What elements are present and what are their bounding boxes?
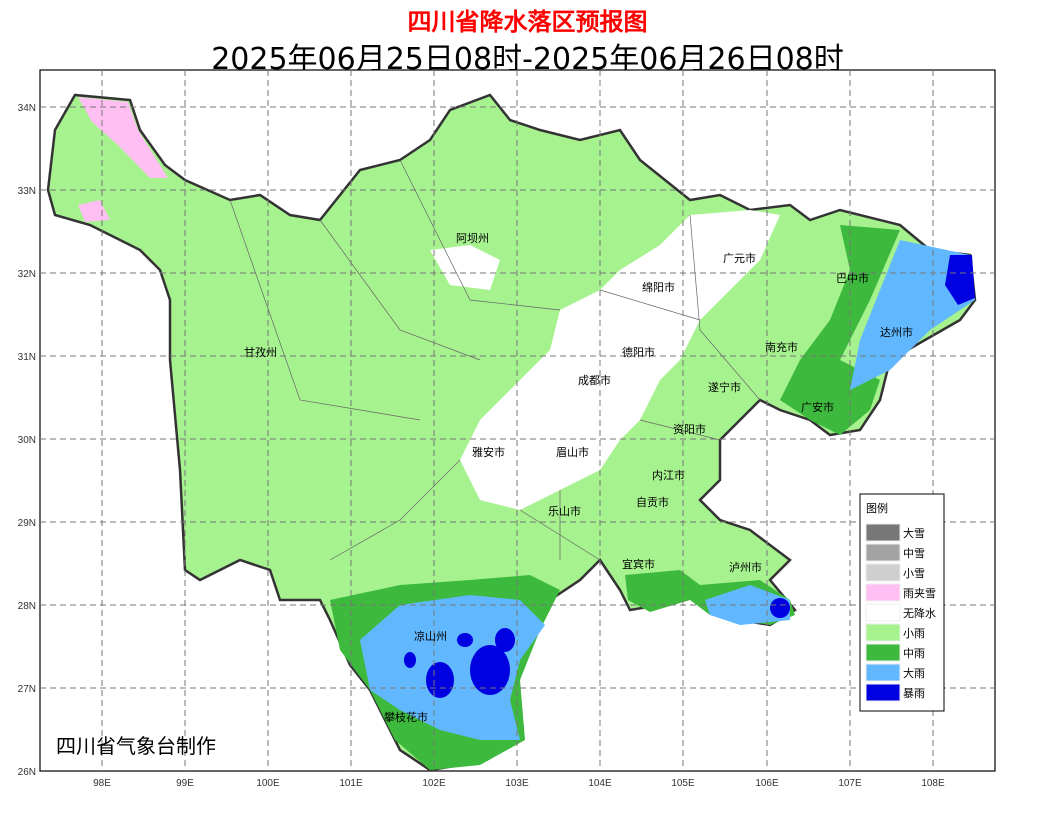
lat-tick-labels: 34N 33N 32N 31N 30N 29N 28N 27N 26N [18,103,36,778]
sleet-area [78,97,168,178]
lat-tick: 33N [18,186,36,197]
sichuan-province [46,93,977,772]
county-borders [229,159,761,561]
city-label: 宜宾市 [622,557,655,571]
city-label: 南充市 [765,340,798,354]
legend-swatch [865,683,901,702]
legend-label: 大雨 [903,666,925,680]
city-label: 乐山市 [548,504,581,518]
heavy-rain-area [850,240,975,390]
no-rain-area [460,210,780,510]
lon-tick: 98E [93,778,111,789]
city-label: 内江市 [652,468,685,482]
legend-label: 小雨 [903,627,925,640]
legend-swatch [865,643,901,662]
graticule [40,70,995,771]
legend-swatch [865,583,901,602]
rainstorm-area [495,628,515,652]
city-label: 资阳市 [673,422,706,436]
lon-tick: 102E [422,778,446,789]
legend-swatch [865,523,901,542]
lat-tick: 34N [18,103,36,114]
legend-label: 小雪 [903,567,925,580]
lat-tick: 32N [18,269,36,280]
city-label: 绵阳市 [642,280,675,294]
city-label: 巴中市 [836,271,869,285]
lon-tick: 105E [671,778,695,789]
rainstorm-area [404,652,416,668]
city-label: 广安市 [801,400,834,414]
legend-label: 中雪 [903,547,925,560]
lon-tick: 107E [838,778,862,789]
legend-swatch [865,603,901,622]
legend-swatch [865,543,901,562]
lat-tick: 31N [18,352,36,363]
lon-tick: 104E [588,778,612,789]
lat-tick: 27N [18,684,36,695]
city-label: 泸州市 [729,560,762,574]
rainstorm-area [770,598,790,618]
legend-swatch [865,623,901,642]
city-label: 雅安市 [472,445,505,459]
legend-swatch [865,563,901,582]
credit-text: 四川省气象台制作 [56,734,216,758]
legend-label: 暴雨 [903,687,925,700]
legend-swatch [865,663,901,682]
lon-tick: 108E [921,778,945,789]
no-rain-area [430,245,500,290]
city-label: 阿坝州 [456,231,489,245]
legend-label: 中雨 [903,647,925,660]
lat-tick: 30N [18,435,36,446]
lon-tick-labels: 98E 99E 100E 101E 102E 103E 104E 105E 10… [93,778,945,789]
rainstorm-area [470,645,510,695]
lon-tick: 103E [505,778,529,789]
map-title: 四川省降水落区预报图 [407,8,648,36]
city-label: 达州市 [880,325,913,339]
city-label: 遂宁市 [708,380,741,394]
lon-tick: 99E [176,778,194,789]
lon-tick: 106E [755,778,779,789]
city-labels: 阿坝州 广元市 巴中市 绵阳市 达州市 甘孜州 德阳市 南充市 成都市 遂宁市 … [244,231,913,724]
city-label: 攀枝花市 [384,710,428,724]
city-label: 凉山州 [414,629,447,643]
lon-tick: 101E [339,778,363,789]
city-label: 甘孜州 [244,345,277,359]
rainstorm-area [945,255,975,305]
moderate-rain-area [780,225,900,435]
legend-label: 雨夹雪 [903,587,936,600]
legend-label: 大雪 [903,526,925,540]
city-label: 眉山市 [556,445,589,459]
legend-title: 图例 [866,501,888,515]
city-label: 成都市 [578,373,611,387]
lat-tick: 28N [18,601,36,612]
legend-label: 无降水 [903,606,936,620]
lat-tick: 29N [18,518,36,529]
city-label: 德阳市 [622,345,655,359]
lon-tick: 100E [256,778,280,789]
heavy-rain-area [705,585,790,625]
rainstorm-area [457,633,473,647]
city-label: 广元市 [723,251,756,265]
rainstorm-area [426,662,454,698]
city-label: 自贡市 [636,495,669,509]
lat-tick: 26N [18,767,36,778]
